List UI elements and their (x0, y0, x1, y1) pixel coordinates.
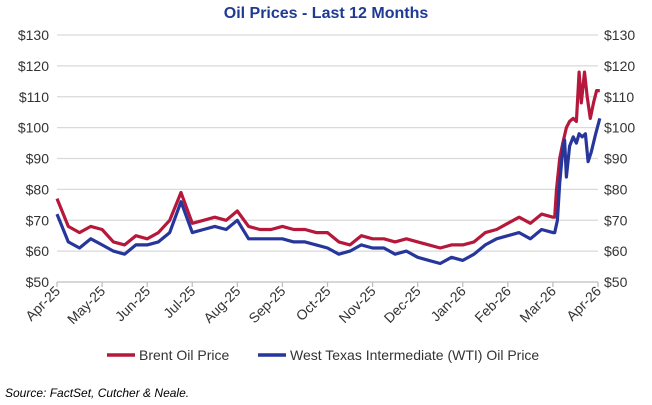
y-tick-label-right: $60 (604, 243, 628, 259)
x-tick-label: Dec-25 (381, 283, 424, 326)
x-tick-label: Feb-26 (471, 283, 514, 326)
y-tick-label-right: $50 (604, 274, 628, 290)
y-tick-label-right: $130 (604, 27, 635, 43)
x-tick-label: Apr-26 (563, 283, 604, 324)
y-tick-label-left: $80 (26, 181, 50, 197)
x-tick-label: Oct-25 (293, 283, 334, 324)
y-tick-label-right: $100 (604, 120, 635, 136)
legend-label: Brent Oil Price (139, 347, 229, 363)
y-tick-label-right: $70 (604, 212, 628, 228)
y-tick-label-left: $60 (26, 243, 50, 259)
x-tick-label: Nov-25 (335, 283, 378, 326)
series-line-wti (55, 117, 602, 266)
series-line-brent (55, 70, 600, 250)
x-tick-label: Jun-25 (112, 283, 154, 325)
y-tick-label-left: $70 (26, 212, 50, 228)
x-tick-label: Mar-26 (516, 283, 559, 326)
x-tick-label: Jan-26 (427, 283, 469, 325)
legend-label: West Texas Intermediate (WTI) Oil Price (290, 347, 539, 363)
x-tick-label: May-25 (64, 283, 108, 327)
y-tick-label-left: $50 (26, 274, 50, 290)
source-note: Source: FactSet, Cutcher & Neale. (5, 386, 190, 400)
y-tick-label-right: $110 (604, 89, 634, 105)
y-tick-label-right: $80 (604, 181, 628, 197)
y-tick-label-left: $120 (18, 58, 49, 74)
chart-title: Oil Prices - Last 12 Months (224, 5, 429, 22)
y-tick-label-left: $90 (26, 151, 50, 167)
x-tick-label: Aug-25 (200, 283, 243, 326)
x-tick-label: Jul-25 (160, 283, 198, 321)
y-tick-label-left: $110 (19, 89, 49, 105)
y-tick-label-left: $130 (18, 27, 49, 43)
y-tick-label-left: $100 (18, 120, 49, 136)
y-tick-label-right: $120 (604, 58, 635, 74)
y-tick-label-right: $90 (604, 151, 628, 167)
x-tick-label: Sep-25 (245, 283, 288, 326)
